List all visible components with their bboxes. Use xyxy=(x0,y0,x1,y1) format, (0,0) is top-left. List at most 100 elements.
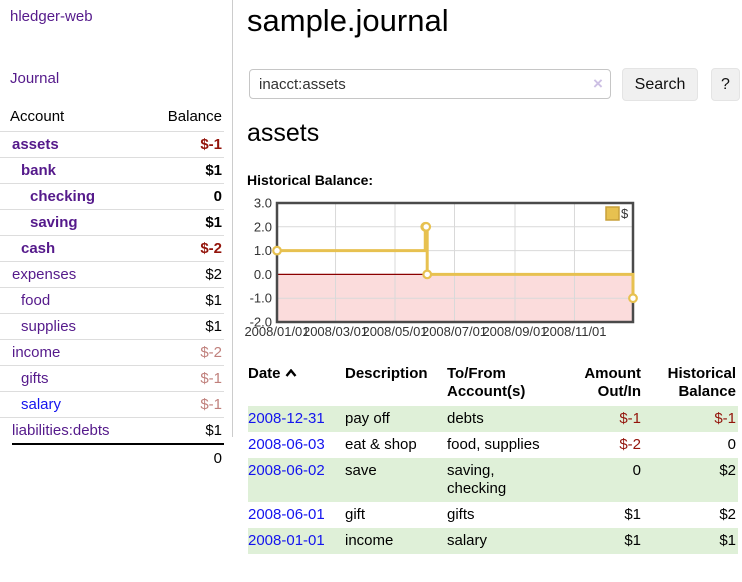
register-row: 2008-12-31 pay off debts $-1 $-1 xyxy=(248,406,738,432)
account-link[interactable]: saving xyxy=(30,214,78,231)
description-column-header: Description xyxy=(345,365,428,382)
search-input[interactable] xyxy=(249,69,611,99)
account-link[interactable]: income xyxy=(12,344,61,361)
account-link[interactable]: gifts xyxy=(21,370,49,387)
y-axis-tick-label: 1.0 xyxy=(254,243,272,258)
account-balance: $1 xyxy=(205,214,222,231)
y-axis-tick-label: 3.0 xyxy=(254,196,272,211)
account-balance-table: Account Balance assets $-1 bank $1 checking 0… xyxy=(0,104,224,471)
account-link[interactable]: liabilities:debts xyxy=(12,422,110,439)
account-link[interactable]: supplies xyxy=(21,318,77,335)
account-balance: $1 xyxy=(205,292,222,309)
transaction-description: income xyxy=(345,532,394,549)
help-button[interactable]: ? xyxy=(711,68,740,101)
transaction-amount: $-2 xyxy=(619,436,641,453)
account-row: cash $-2 xyxy=(0,235,224,261)
x-axis-tick-label: 2008/05/01 xyxy=(362,324,427,339)
x-axis-tick-label: 2008/01/01 xyxy=(244,324,309,339)
data-point-marker xyxy=(421,221,432,232)
search-button[interactable]: Search xyxy=(622,68,698,101)
account-row: saving $1 xyxy=(0,209,224,235)
account-balance: $1 xyxy=(205,318,222,335)
register-header-row: Date Description To/From Account(s) Amou… xyxy=(248,362,738,406)
account-row: liabilities:debts $1 xyxy=(0,417,224,443)
x-axis-tick-label: 2008/11/01 xyxy=(542,324,606,339)
transaction-amount: $1 xyxy=(624,532,641,549)
transaction-balance: $2 xyxy=(719,462,736,479)
account-balance: $-1 xyxy=(200,370,222,387)
x-axis-tick-label: 2008/03/01 xyxy=(303,324,368,339)
transaction-date-link[interactable]: 2008-06-03 xyxy=(248,436,325,453)
transaction-balance: 0 xyxy=(727,436,736,453)
transaction-balance: $2 xyxy=(719,506,736,523)
register-row: 2008-06-03 eat & shop food, supplies $-2 0 xyxy=(248,432,738,458)
y-axis-tick-label: 2.0 xyxy=(254,219,272,234)
date-column-header[interactable]: Date xyxy=(248,362,345,406)
account-table-header: Account Balance xyxy=(0,104,224,131)
account-link[interactable]: cash xyxy=(21,240,56,257)
transaction-balance: $-1 xyxy=(714,410,736,427)
account-row: salary $-1 xyxy=(0,391,224,417)
transaction-description: gift xyxy=(345,506,366,523)
register-row: 2008-06-02 save saving, checking 0 $2 xyxy=(248,458,738,502)
account-balance: $-2 xyxy=(200,240,222,257)
y-axis-tick-label: -2.0 xyxy=(250,315,272,330)
sidebar: hledger-web Journal Account Balance asse… xyxy=(0,0,233,467)
account-row: gifts $-1 xyxy=(0,365,224,391)
historical-balance-chart: $3.0 2.0 1.0 0.0 -1.0 -2.0 2008/01/01 2008/03/0… xyxy=(242,196,742,346)
account-balance: $2 xyxy=(205,266,222,283)
transaction-accounts: food, supplies xyxy=(447,436,540,453)
transaction-amount: 0 xyxy=(632,462,641,479)
app-title-link[interactable]: hledger-web xyxy=(10,8,93,25)
account-link[interactable]: checking xyxy=(30,188,96,205)
account-row: bank $1 xyxy=(0,157,224,183)
transaction-date-link[interactable]: 2008-06-02 xyxy=(248,462,325,479)
legend-label: $ xyxy=(621,206,629,221)
transaction-accounts: salary xyxy=(447,532,488,549)
account-balance: $1 xyxy=(205,162,222,179)
account-balance: $1 xyxy=(205,422,222,439)
balance-chart-svg: $3.0 2.0 1.0 0.0 -1.0 -2.02008/01/012008/03/0… xyxy=(244,196,638,339)
transaction-description: eat & shop xyxy=(345,436,417,453)
account-balance: $-1 xyxy=(200,396,222,413)
account-row: expenses $2 xyxy=(0,261,224,287)
account-row: assets $-1 xyxy=(0,131,224,157)
transaction-date-link[interactable]: 2008-01-01 xyxy=(248,532,325,549)
account-balance: 0 xyxy=(213,188,222,205)
transaction-accounts: saving, checking xyxy=(447,462,507,497)
transaction-accounts: debts xyxy=(447,410,484,427)
transaction-amount: $1 xyxy=(624,506,641,523)
clear-search-icon[interactable]: × xyxy=(593,74,603,93)
x-axis-tick-label: 2008/09/01 xyxy=(482,324,547,339)
register-row: 2008-06-01 gift gifts $1 $2 xyxy=(248,502,738,528)
account-column-header: Account xyxy=(10,108,65,125)
amount-column-header: Amount Out/In xyxy=(584,365,641,400)
balance-column-header: Balance xyxy=(167,108,222,125)
transaction-description: pay off xyxy=(345,410,390,427)
chart-title: Historical Balance: xyxy=(247,172,374,188)
sort-ascending-icon xyxy=(285,369,296,377)
account-link[interactable]: bank xyxy=(21,162,57,179)
account-link[interactable]: expenses xyxy=(12,266,77,283)
account-balance: $-1 xyxy=(200,136,222,153)
sidebar-item-journal[interactable]: Journal xyxy=(10,70,60,87)
account-row: income $-2 xyxy=(0,339,224,365)
account-link[interactable]: assets xyxy=(12,136,59,153)
register-row: 2008-01-01 income salary $1 $1 xyxy=(248,528,738,554)
balance-total-row: 0 xyxy=(12,443,224,471)
account-link[interactable]: food xyxy=(21,292,51,309)
transaction-balance: $1 xyxy=(719,532,736,549)
x-axis-tick-label: 2008/07/01 xyxy=(422,324,487,339)
transaction-date-link[interactable]: 2008-06-01 xyxy=(248,506,325,523)
data-point-marker xyxy=(272,245,282,256)
transaction-accounts: gifts xyxy=(447,506,475,523)
plot-border xyxy=(275,201,635,324)
account-link[interactable]: salary xyxy=(21,396,62,413)
data-point-marker xyxy=(628,293,638,304)
transaction-date-link[interactable]: 2008-12-31 xyxy=(248,410,325,427)
page-title: sample.journal xyxy=(247,3,449,38)
y-axis-tick-label: -1.0 xyxy=(250,291,272,306)
account-heading: assets xyxy=(247,119,320,147)
account-row: food $1 xyxy=(0,287,224,313)
accounts-column-header: To/From Account(s) xyxy=(447,365,526,400)
